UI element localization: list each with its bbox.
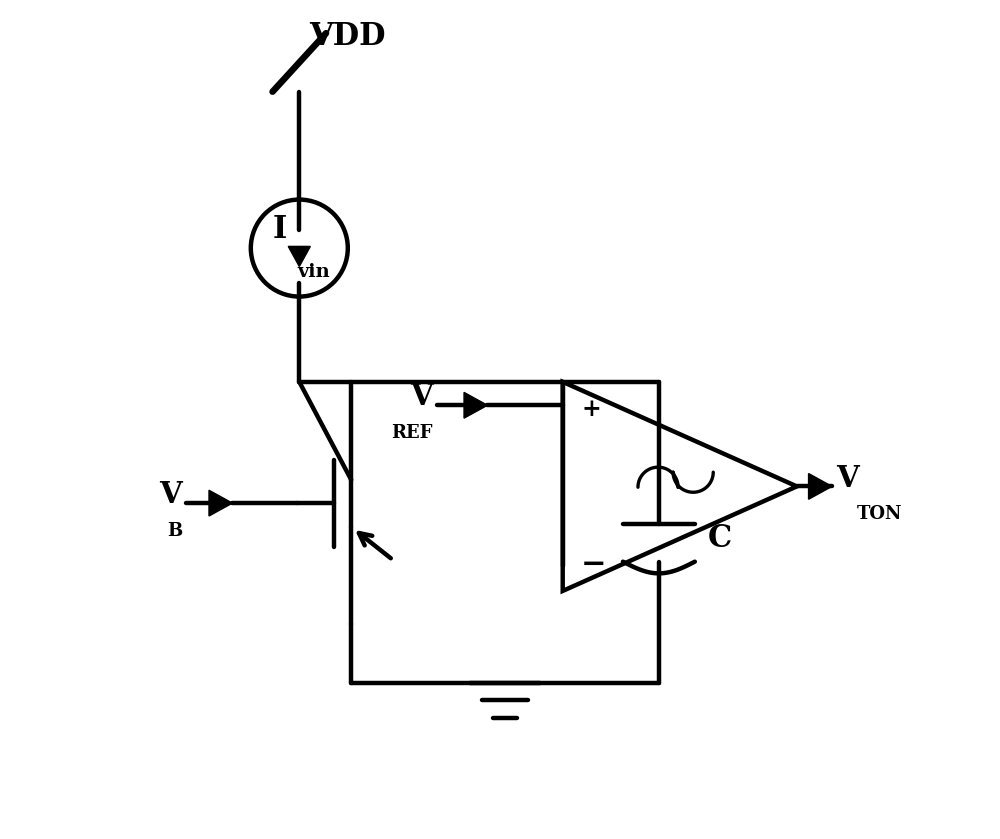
Polygon shape	[288, 247, 310, 267]
Polygon shape	[209, 490, 232, 516]
Text: TON: TON	[857, 505, 903, 523]
Text: I: I	[273, 214, 287, 245]
Text: V: V	[836, 463, 859, 492]
Polygon shape	[809, 473, 832, 499]
Text: V: V	[410, 383, 433, 411]
Text: vin: vin	[298, 263, 330, 281]
Text: REF: REF	[392, 424, 433, 441]
Text: V: V	[159, 480, 182, 509]
Text: +: +	[581, 397, 601, 420]
Text: C: C	[707, 524, 732, 555]
Text: VDD: VDD	[309, 21, 386, 51]
Text: B: B	[167, 522, 182, 539]
Text: −: −	[581, 549, 607, 580]
Polygon shape	[464, 393, 487, 418]
